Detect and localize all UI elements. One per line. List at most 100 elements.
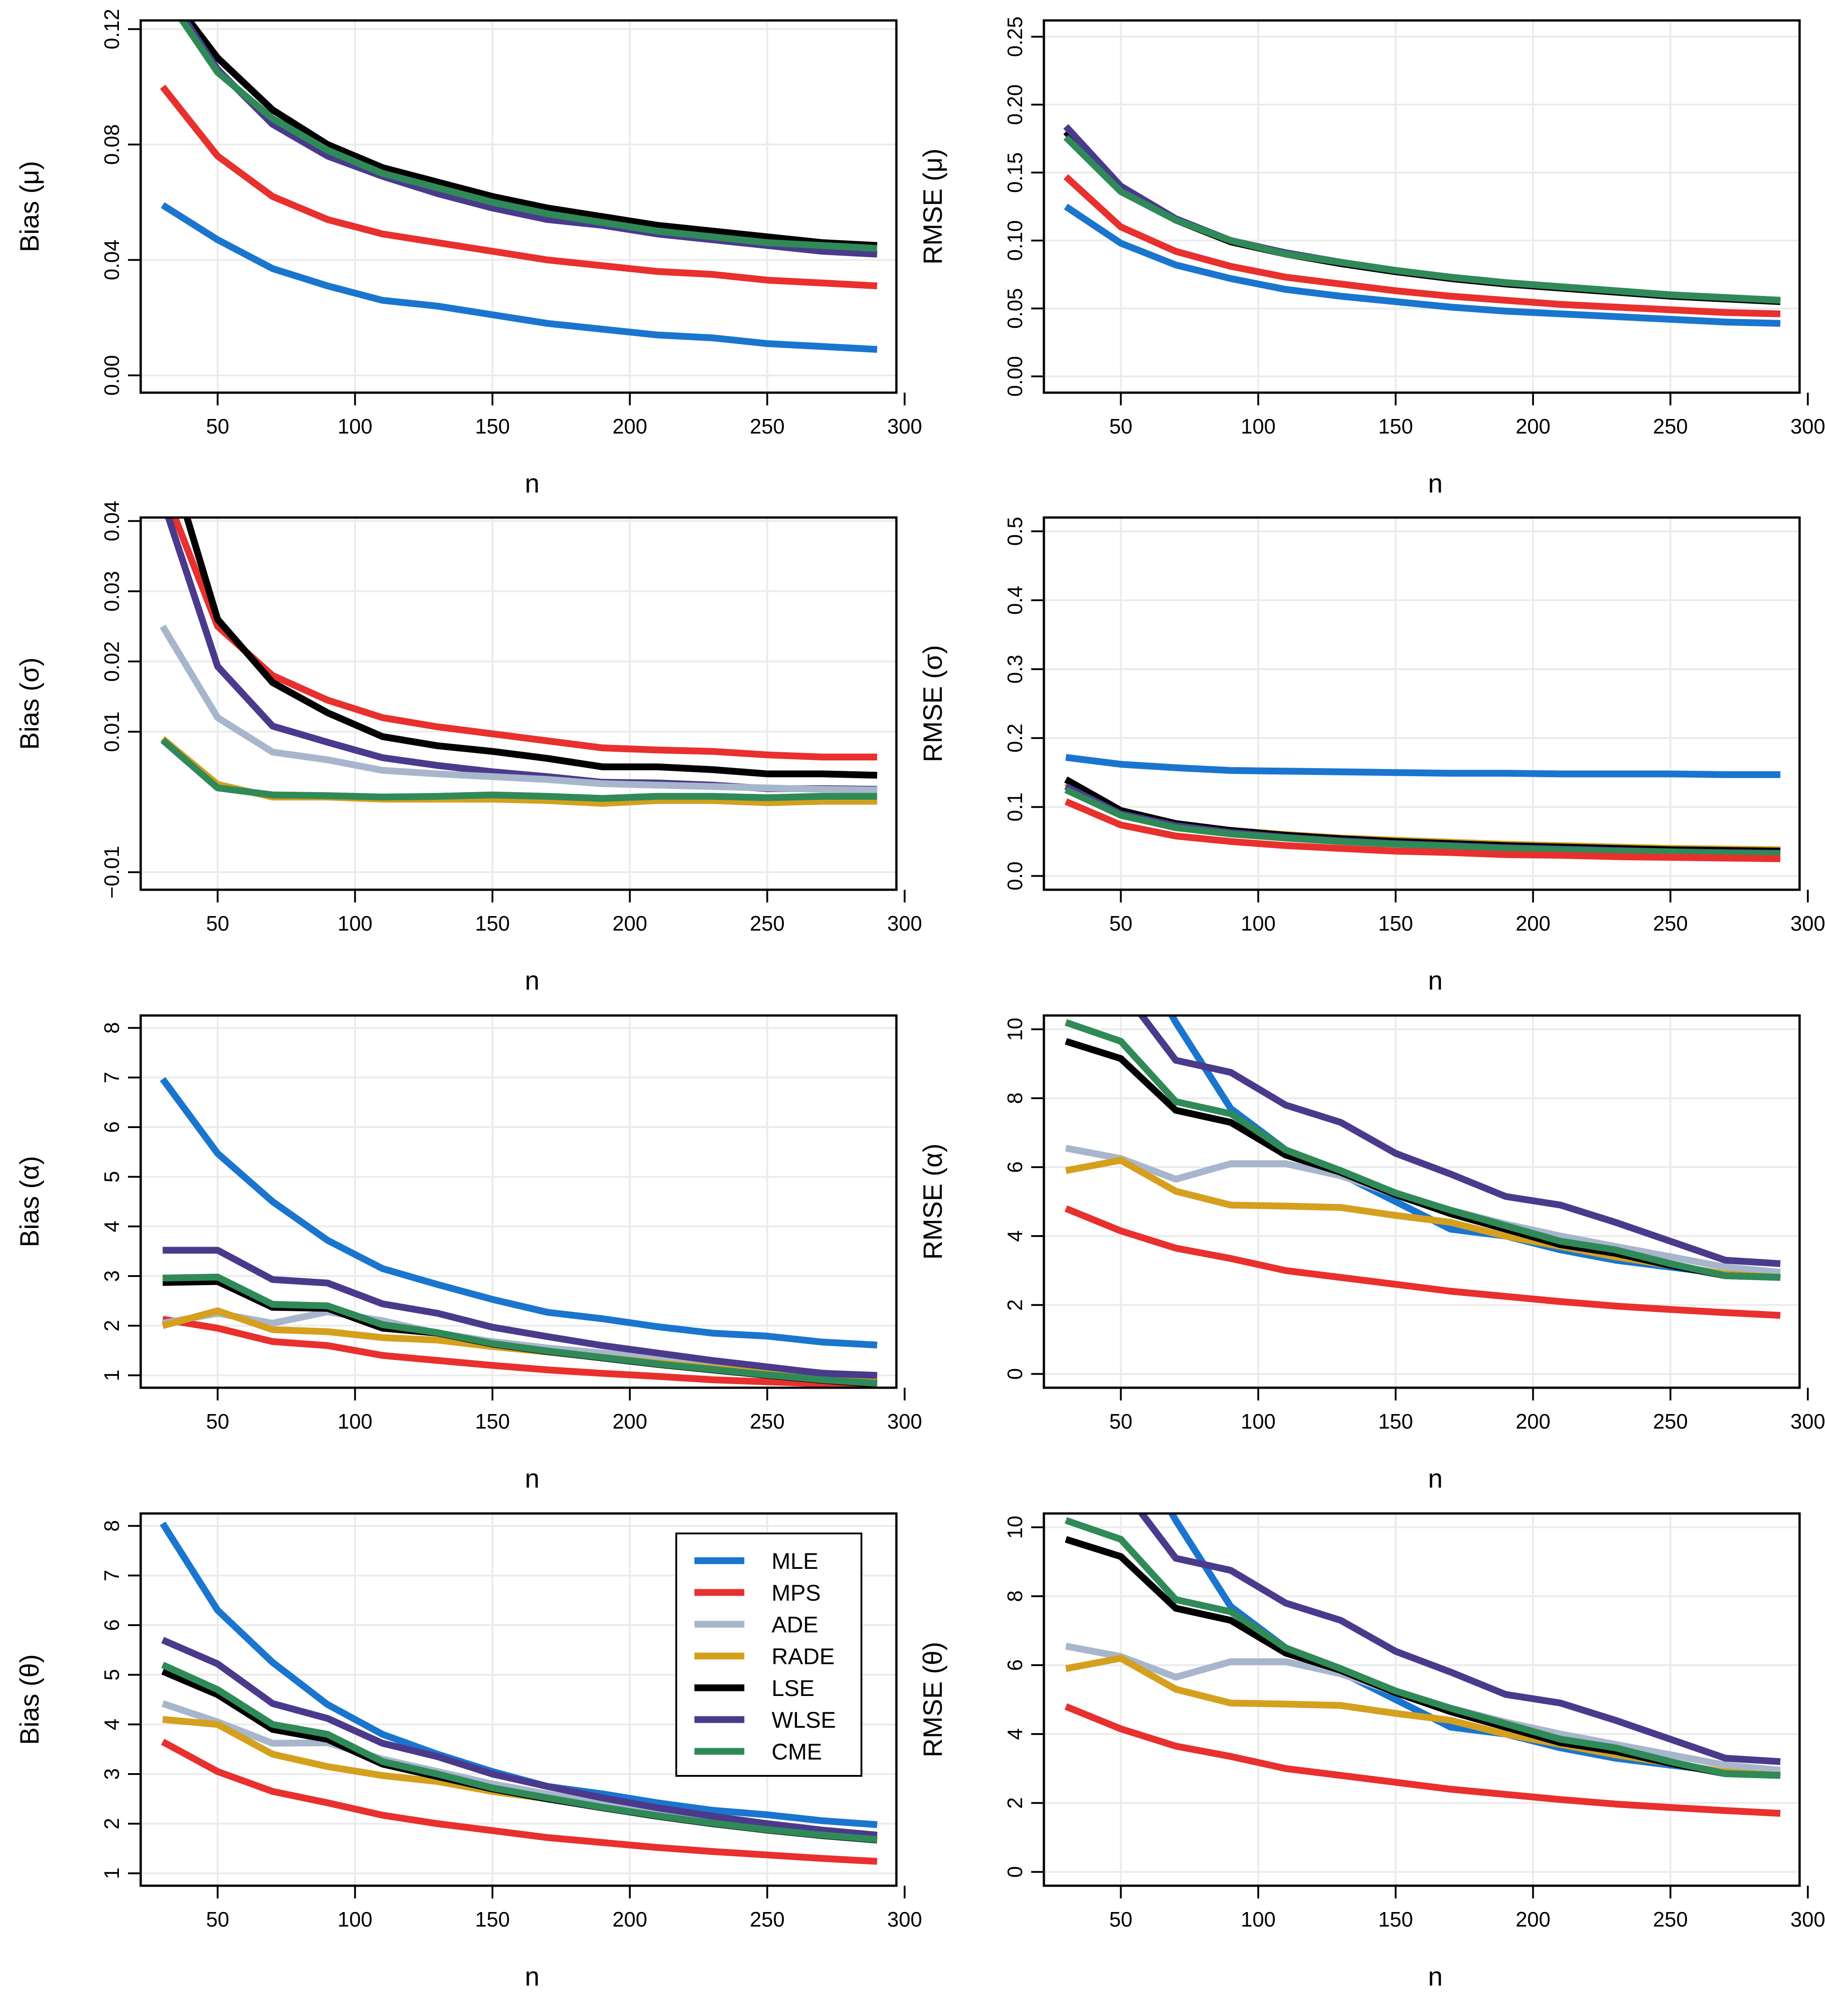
x-tick-label: 300: [1791, 1410, 1825, 1433]
y-tick-label: 0.15: [1003, 152, 1027, 193]
x-tick-label: 100: [1241, 912, 1276, 935]
series-line-ade: [159, 624, 877, 794]
y-tick-label: 0.00: [1003, 356, 1027, 397]
y-tick-label: 0.04: [100, 240, 123, 281]
panel-2: 50 100 150 200 250 300 0.00 0.05 0.10 0.15 0.20 0.2…: [918, 16, 1825, 498]
x-axis-title: n: [525, 966, 539, 996]
legend: MLE MPS ADE RADE LSE WLSE CME: [675, 1533, 862, 1777]
panel-8: 50 100 150 200 250 300 0 2 4 6 8 10 n RMSE (θ): [918, 1512, 1825, 1991]
panel-3: 50 100 150 200 250 300 −0.01 0.01 0.02 0.03 0.04 n B…: [15, 501, 922, 996]
plot-frame: [139, 516, 898, 891]
series-line-cme: [161, 1661, 878, 1843]
x-tick-label: 200: [612, 414, 647, 438]
x-tick-label: 100: [338, 1908, 373, 1931]
panel-1: 50 100 150 200 250 300 0.00 0.04 0.08 0.12 n Bias (…: [15, 9, 922, 498]
y-tick-label: 0.3: [1003, 655, 1027, 684]
y-tick-label: 0.5: [1003, 517, 1027, 546]
series-line-mps: [1064, 1205, 1781, 1319]
y-tick-label: 0.0: [1003, 862, 1027, 891]
y-tick-label: 1: [100, 1370, 123, 1381]
plot-frame: [1043, 1014, 1801, 1389]
x-tick-label: 50: [206, 912, 229, 935]
x-tick-label: 150: [1378, 912, 1413, 935]
x-tick-label: 300: [1791, 414, 1825, 438]
y-tick-label: 0.12: [100, 9, 123, 49]
y-tick-label: 0.04: [100, 501, 123, 542]
y-axis-title: RMSE (θ): [918, 1642, 948, 1758]
x-tick-label: 250: [750, 1410, 785, 1433]
x-tick-label: 250: [1653, 414, 1688, 438]
x-tick-label: 300: [887, 1908, 922, 1931]
x-tick-label: 100: [1241, 1908, 1276, 1931]
y-tick-label: 6: [100, 1619, 123, 1631]
y-tick-label: 0.02: [100, 641, 123, 682]
y-tick-label: 0.1: [1003, 793, 1027, 822]
x-tick-label: 150: [1378, 414, 1413, 438]
series-group: [1063, 124, 1781, 327]
x-axis-title: n: [525, 469, 539, 498]
legend-label-ade: ADE: [772, 1612, 818, 1637]
y-tick-label: 7: [100, 1570, 123, 1582]
series-group: [1064, 1513, 1781, 1817]
series-line-cme: [1064, 1517, 1781, 1779]
y-tick-label: 0.01: [100, 711, 123, 752]
y-tick-label: 8: [100, 1022, 123, 1034]
y-tick-label: 2: [100, 1320, 123, 1332]
series-line-lse: [183, 518, 877, 779]
series-group: [160, 20, 877, 353]
x-tick-label: 150: [475, 1908, 510, 1931]
y-tick-label: 4: [1003, 1230, 1027, 1242]
y-tick-label: 2: [1003, 1797, 1027, 1809]
x-axis-title: n: [1428, 469, 1442, 498]
y-tick-label: 0.4: [1003, 586, 1027, 615]
y-tick-label: 3: [100, 1270, 123, 1282]
series-line-mps: [161, 1739, 878, 1865]
y-tick-label: 4: [100, 1221, 123, 1232]
series-line-mle: [161, 202, 877, 353]
x-tick-label: 150: [1378, 1908, 1413, 1931]
x-axis-title: n: [525, 1464, 539, 1494]
x-tick-label: 50: [1109, 414, 1132, 438]
x-tick-label: 50: [1109, 1410, 1132, 1433]
x-tick-label: 200: [612, 1410, 647, 1433]
y-tick-label: 4: [1003, 1728, 1027, 1740]
plot-frame: [1043, 516, 1801, 891]
panel-4: 50 100 150 200 250 300 0.0 0.1 0.2 0.3 0.4 0.5 n RMSE…: [918, 516, 1825, 996]
series-line-mps: [1064, 798, 1781, 863]
series-line-wlse: [165, 518, 877, 793]
legend-label-wlse: WLSE: [772, 1707, 836, 1733]
legend-label-mps: MPS: [772, 1580, 821, 1606]
x-tick-label: 250: [1653, 1410, 1688, 1433]
series-line-lse: [1064, 776, 1781, 855]
x-axis-title: n: [1428, 1464, 1442, 1494]
y-tick-label: 0: [1003, 1866, 1027, 1878]
y-tick-label: 1: [100, 1868, 123, 1879]
y-tick-label: 0.2: [1003, 724, 1027, 753]
series-line-wlse: [162, 1247, 877, 1379]
x-tick-label: 100: [338, 414, 373, 438]
y-axis-title: Bias (α): [15, 1156, 44, 1247]
y-tick-label: 2: [100, 1818, 123, 1830]
series-line-cme: [1064, 786, 1781, 858]
series-line-wlse: [1137, 1015, 1781, 1267]
y-tick-label: 0.05: [1003, 288, 1027, 329]
series-line-mps: [1064, 1703, 1781, 1817]
y-tick-label: 6: [1003, 1161, 1027, 1173]
x-tick-label: 100: [338, 1410, 373, 1433]
panel-5: 50 100 150 200 250 300 1 2 3 4 5 6 7 8 n Bias (α): [15, 1014, 922, 1494]
legend-label-mle: MLE: [772, 1548, 818, 1574]
series-line-mps: [162, 1316, 877, 1388]
series-line-cme: [1064, 1019, 1781, 1281]
y-tick-label: 6: [100, 1121, 123, 1133]
series-line-cme: [178, 20, 877, 252]
y-tick-label: 7: [100, 1072, 123, 1084]
y-tick-label: 8: [1003, 1092, 1027, 1104]
y-tick-label: 5: [100, 1171, 123, 1183]
x-tick-label: 250: [750, 1908, 785, 1931]
y-axis-title: Bias (μ): [15, 161, 44, 252]
panel-7: 50 100 150 200 250 300 1 2 3 4 5 6 7 8 n Bias (θ) MLE MPS…: [15, 1512, 922, 1991]
series-group: [159, 518, 877, 807]
x-tick-label: 200: [1515, 1410, 1550, 1433]
plot-frame: [1043, 1512, 1801, 1887]
